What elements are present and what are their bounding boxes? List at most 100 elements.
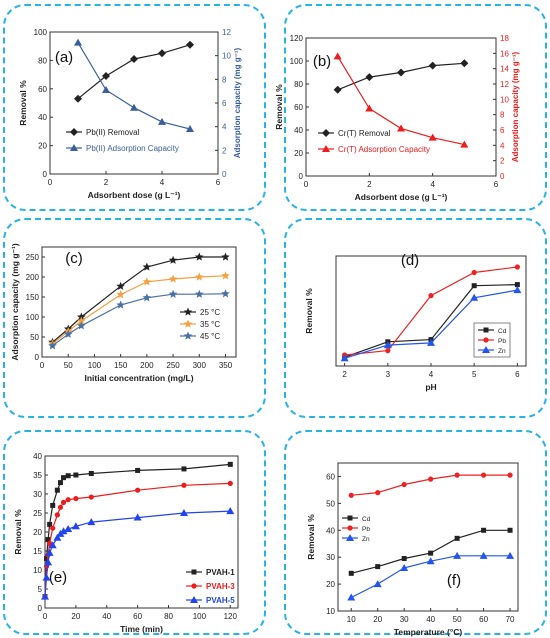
data-point [428, 133, 437, 141]
data-point [54, 512, 60, 518]
data-point [383, 341, 392, 349]
data-point [400, 563, 409, 571]
data-point [64, 524, 73, 532]
data-point [454, 472, 460, 478]
data-point [481, 527, 487, 533]
data-point [365, 104, 374, 112]
data-point [397, 124, 405, 132]
data-point [227, 461, 233, 467]
y-tick-label: 20 [38, 142, 47, 151]
data-point [50, 525, 56, 531]
data-point [401, 481, 407, 488]
data-point [186, 125, 194, 133]
y-tick-label: 40 [326, 526, 335, 535]
x-axis-label: Adsorbent dose (g L⁻¹) [355, 192, 448, 202]
legend-label: PVAH-1 [206, 568, 235, 577]
data-point [158, 117, 166, 125]
data-point [77, 321, 86, 330]
y2-tick-label: 14 [500, 65, 509, 74]
y-tick-label: 25 [33, 509, 42, 518]
x-tick-label: 0 [48, 178, 53, 187]
panel-label: (a) [55, 49, 73, 66]
data-point [65, 473, 71, 479]
data-point [54, 487, 60, 493]
legend-marker [183, 319, 193, 328]
y-tick-label: 15 [33, 547, 42, 556]
x-tick-label: 40 [426, 615, 435, 624]
data-point [385, 348, 391, 354]
data-point [471, 269, 477, 276]
data-point [340, 354, 349, 362]
data-point [59, 527, 68, 535]
data-point [513, 286, 522, 294]
legend-marker [183, 307, 193, 316]
data-point [45, 548, 54, 556]
y-tick-label: 20 [326, 580, 335, 589]
data-point [480, 472, 487, 478]
data-point [42, 573, 51, 581]
data-point [44, 558, 53, 566]
data-point [168, 255, 178, 264]
data-point [479, 551, 488, 559]
data-point [507, 527, 513, 533]
data-point [427, 338, 435, 346]
y-tick-label: 100 [26, 313, 40, 322]
legend-marker [346, 534, 354, 541]
legend-label: 35 °C [200, 320, 220, 329]
data-point [460, 140, 469, 148]
data-point [142, 293, 152, 302]
x-tick-label: 100 [88, 361, 102, 370]
data-point [44, 556, 50, 562]
data-point [375, 564, 381, 570]
legend: Pb(II) Removal Pb(II) Adsorption Capacity [66, 128, 179, 153]
data-point [116, 300, 125, 309]
data-point [158, 49, 166, 58]
legend: Cr(T) Removal Cr(T) Adsorption Capacity [318, 129, 430, 154]
x-axis-label: pH [425, 382, 436, 392]
y2-tick-label: 0 [500, 172, 505, 181]
y-axis-label: Removal % [306, 514, 316, 560]
data-point [102, 72, 110, 81]
legend-label: 45 °C [200, 332, 220, 341]
y-axis-label: Removal % [304, 288, 314, 334]
data-point [428, 293, 434, 299]
data-point [41, 592, 49, 600]
data-point [397, 68, 405, 77]
y2-tick-label: 12 [222, 28, 231, 37]
x-tick-label: 2 [342, 370, 347, 379]
legend-label: Cr(T) Adsorption Capacity [338, 145, 430, 154]
data-point [186, 40, 194, 49]
panel-frame [284, 218, 547, 418]
y-axis-label: Removal % [274, 84, 284, 130]
y-tick-label: 150 [26, 293, 40, 302]
y2-axis-label: Adsorption capacity (mg g⁻¹) [511, 51, 520, 162]
x-tick-label: 350 [219, 361, 233, 370]
x-axis-label: Adsorbent dose (g L⁻¹) [88, 190, 181, 200]
legend-label: Cr(T) Removal [338, 129, 391, 138]
data-point [460, 59, 469, 68]
y-tick-label: 250 [26, 253, 40, 262]
y-tick-label: 200 [26, 273, 40, 282]
x-tick-label: 40 [102, 612, 111, 621]
x-tick-label: 100 [193, 612, 207, 621]
y-tick-label: 50 [326, 499, 335, 508]
y-tick-label: 0 [299, 172, 304, 181]
x-tick-label: 0 [40, 361, 45, 370]
x-tick-label: 4 [430, 180, 435, 189]
y2-tick-label: 10 [500, 95, 509, 104]
x-tick-label: 30 [400, 615, 409, 624]
legend-marker [483, 327, 489, 333]
y-axis-label: Removal % [18, 80, 28, 126]
panel-label: (b) [313, 53, 331, 70]
x-tick-label: 2 [104, 178, 109, 187]
data-point [116, 281, 125, 290]
panel-frame [284, 4, 547, 211]
data-point [453, 551, 462, 559]
data-point [65, 497, 71, 503]
y-tick-label: 60 [38, 85, 47, 94]
data-point [348, 492, 354, 498]
